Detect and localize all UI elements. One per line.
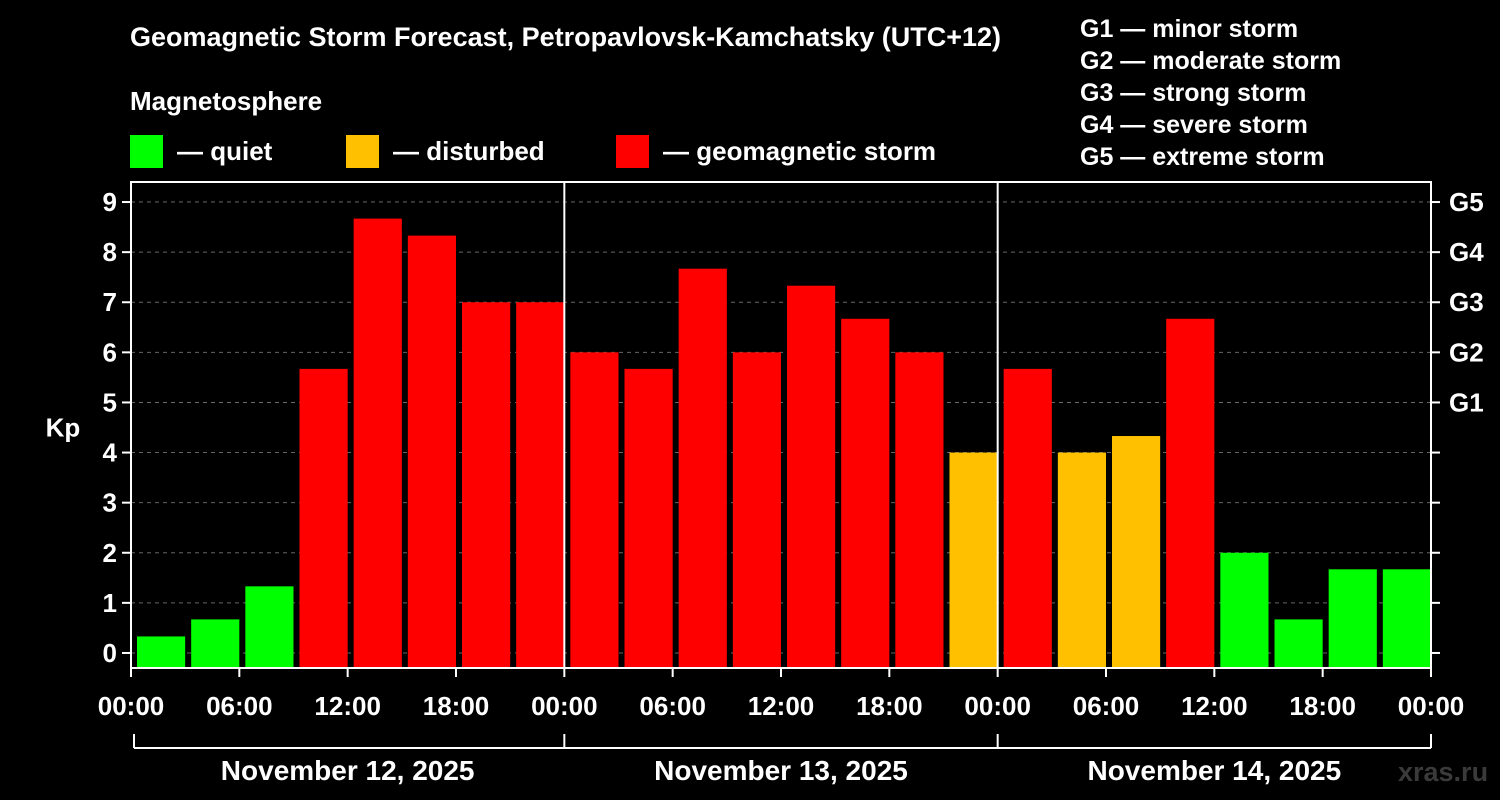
bar	[1274, 619, 1323, 668]
legend-disturbed: — disturbed	[346, 134, 545, 168]
day-label: November 13, 2025	[654, 755, 908, 786]
x-tick-label: 18:00	[856, 691, 923, 721]
g-level-label: G2	[1449, 337, 1484, 367]
legend-swatch-storm	[616, 134, 649, 168]
bar	[895, 352, 944, 668]
x-tick-label: 06:00	[1073, 691, 1140, 721]
x-tick-label: 12:00	[748, 691, 815, 721]
y-tick-label: 9	[103, 187, 117, 217]
storm-level-g1: G1 — minor storm	[1080, 15, 1299, 43]
bar	[191, 619, 240, 668]
y-axis-label: Kp	[46, 413, 81, 443]
day-label: November 14, 2025	[1087, 755, 1341, 786]
bar	[1057, 452, 1106, 668]
watermark: xras.ru	[1398, 757, 1489, 787]
x-tick-label: 06:00	[639, 691, 706, 721]
bar	[353, 218, 402, 668]
g-level-label: G1	[1449, 387, 1484, 417]
legend-label-quiet: — quiet	[177, 135, 273, 166]
x-tick-label: 00:00	[98, 691, 165, 721]
x-tick-label: 00:00	[531, 691, 598, 721]
storm-levels-legend: G1 — minor storm G2 — moderate storm G3 …	[1080, 13, 1341, 173]
g-level-label: G4	[1449, 237, 1484, 267]
bar	[137, 636, 186, 668]
x-tick-label: 00:00	[964, 691, 1031, 721]
x-tick-label: 18:00	[423, 691, 490, 721]
bar	[516, 302, 565, 668]
g-level-label: G3	[1449, 287, 1484, 317]
y-tick-label: 6	[103, 337, 117, 367]
y-tick-label: 3	[103, 488, 117, 518]
x-tick-label: 12:00	[314, 691, 381, 721]
bar	[841, 318, 890, 668]
bar	[1328, 569, 1377, 668]
legend-storm: — geomagnetic storm	[616, 134, 936, 168]
bar	[1220, 552, 1269, 668]
y-tick-label: 1	[103, 588, 117, 618]
storm-level-g2: G2 — moderate storm	[1080, 47, 1342, 75]
bar	[1112, 436, 1161, 668]
g-level-label: G5	[1449, 187, 1484, 217]
bar	[1003, 368, 1052, 668]
x-tick-label: 18:00	[1289, 691, 1356, 721]
bar	[462, 302, 511, 668]
bar	[787, 285, 836, 668]
day-label: November 12, 2025	[221, 755, 475, 786]
bar	[1382, 569, 1431, 668]
legend-label-storm: — geomagnetic storm	[663, 135, 937, 166]
chart-subtitle: Magnetosphere	[130, 86, 323, 116]
bar	[1166, 318, 1215, 668]
legend-label-disturbed: — disturbed	[393, 135, 545, 166]
x-tick-label: 12:00	[1181, 691, 1248, 721]
legend-quiet: — quiet	[130, 134, 272, 168]
storm-level-g4: G4 — severe storm	[1080, 111, 1308, 139]
x-tick-label: 00:00	[1398, 691, 1465, 721]
bar	[245, 586, 294, 668]
bar	[624, 368, 673, 668]
y-tick-label: 0	[103, 638, 117, 668]
y-tick-label: 8	[103, 237, 117, 267]
bar	[732, 352, 781, 668]
y-tick-label: 4	[103, 438, 118, 468]
y-tick-label: 2	[103, 538, 117, 568]
storm-level-g3: G3 — strong storm	[1080, 79, 1307, 107]
storm-level-g5: G5 — extreme storm	[1080, 143, 1325, 171]
bar	[570, 352, 619, 668]
y-tick-label: 5	[103, 387, 117, 417]
chart-title: Geomagnetic Storm Forecast, Petropavlovs…	[130, 22, 1002, 52]
legend-swatch-disturbed	[346, 134, 379, 168]
bar	[678, 268, 727, 668]
bar	[407, 235, 456, 669]
x-tick-label: 06:00	[206, 691, 273, 721]
y-tick-label: 7	[103, 287, 117, 317]
legend-swatch-quiet	[130, 134, 163, 168]
bar	[949, 452, 998, 668]
bar	[299, 368, 348, 668]
